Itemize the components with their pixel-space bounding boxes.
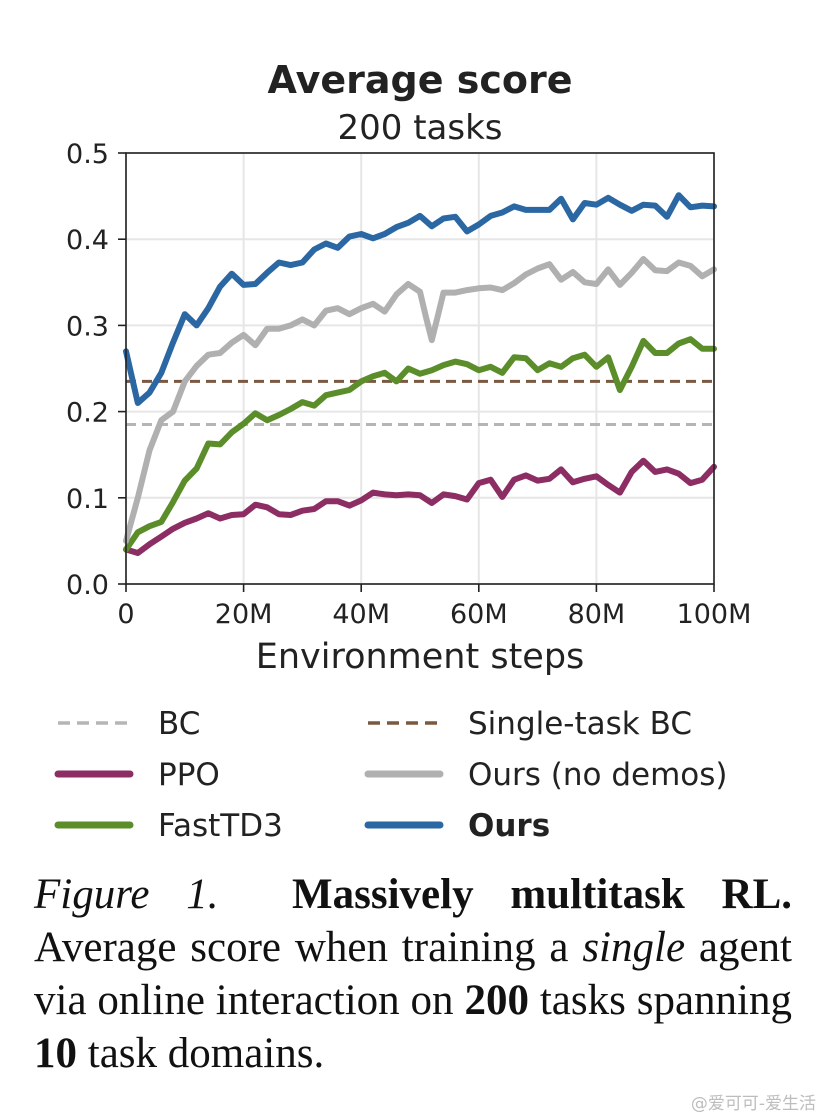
- legend-label-5: Ours: [468, 808, 550, 844]
- y-tick-label-3: 0.3: [66, 311, 109, 342]
- baselines: [126, 379, 714, 427]
- series-lines: [123, 192, 717, 556]
- caption-text-2: agent via online interaction on: [34, 924, 793, 1024]
- caption-count-domains: 10: [34, 1030, 77, 1077]
- caption-figure-label: Figure 1.: [34, 871, 219, 918]
- watermark: @爱可可-爱生活: [690, 1094, 816, 1114]
- y-tick-label-4: 0.4: [66, 225, 109, 256]
- legend-label-4: FastTD3: [158, 808, 283, 844]
- caption-text-3: tasks spanning: [539, 977, 792, 1024]
- legend-label-2: PPO: [158, 757, 220, 793]
- x-tick-label-0: 0: [117, 599, 134, 630]
- y-tick-label-2: 0.2: [66, 398, 109, 429]
- series-line-3: [123, 192, 717, 406]
- y-tick-label-5: 0.5: [66, 139, 109, 170]
- x-tick-label-1: 20M: [215, 599, 273, 630]
- axis-ticks: 0 20M 40M 60M 80M 100M 0.0 0.1 0.2 0.3 0.4 0.5: [66, 139, 751, 630]
- x-tick-label-2: 40M: [332, 599, 390, 630]
- legend-label-3: Ours (no demos): [468, 757, 728, 793]
- x-axis-label: Environment steps: [256, 637, 585, 677]
- chart: Average score 200 tasks 0 20M 40M 60M 80M 100…: [54, 58, 751, 844]
- caption-text-4: task domains.: [87, 1030, 325, 1077]
- caption-heading: Massively multitask RL.: [292, 871, 793, 918]
- legend: BC Single-task BC PPO Ours (no demos) FastTD…: [54, 706, 728, 844]
- caption-count-tasks: 200: [464, 977, 529, 1024]
- chart-subtitle: 200 tasks: [338, 108, 503, 148]
- legend-label-1: Single-task BC: [468, 706, 692, 742]
- y-tick-label-0: 0.0: [66, 570, 109, 601]
- series-line-2: [123, 256, 717, 544]
- series-line-0: [123, 457, 717, 556]
- caption-emph: single: [582, 924, 686, 971]
- x-tick-label-3: 60M: [450, 599, 508, 630]
- plot-frame: [125, 152, 715, 585]
- figure-caption: Figure 1. Massively multitask RL. Averag…: [34, 868, 792, 1080]
- x-tick-label-4: 80M: [568, 599, 626, 630]
- legend-label-0: BC: [158, 706, 200, 742]
- y-tick-label-1: 0.1: [66, 484, 109, 515]
- caption-text-1: Average score when training a: [34, 924, 569, 971]
- x-tick-label-5: 100M: [677, 599, 752, 630]
- series-line-1: [123, 336, 717, 553]
- chart-title: Average score: [268, 58, 573, 102]
